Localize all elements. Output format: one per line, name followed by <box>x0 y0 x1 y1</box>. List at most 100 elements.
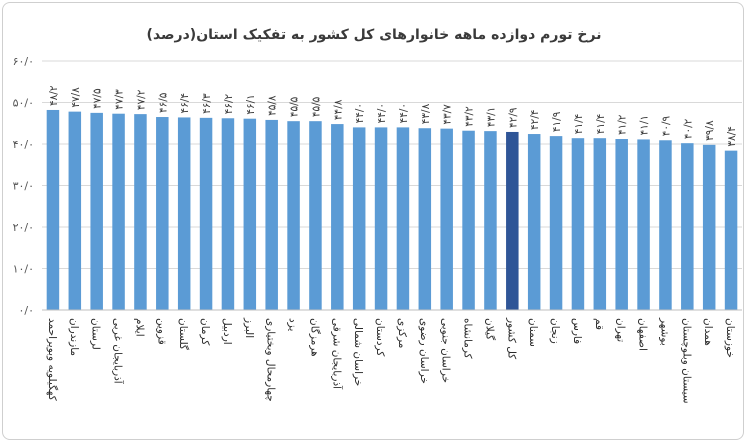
bar <box>90 112 103 310</box>
bar <box>484 131 497 310</box>
y-tick-label: ۶۰/۰ <box>13 55 34 68</box>
x-tick-label: خراسان شمالی <box>352 318 364 386</box>
x-tick-label: همدان <box>702 318 714 346</box>
bar <box>68 111 82 310</box>
x-tick-label: چهارمحال وبختیاری <box>265 318 277 402</box>
x-tick-label: مازندران <box>68 318 80 356</box>
bar <box>156 117 169 311</box>
value-label: ۴۶/۴ <box>179 93 191 113</box>
x-tick-label: کل کشور <box>505 317 517 359</box>
value-label: ۴۸/۲ <box>48 85 60 106</box>
x-tick-label: کرمان <box>199 318 211 345</box>
value-label: ۳۹/۸ <box>704 120 716 141</box>
x-tick-label: سیستان وبلوچستان <box>680 318 692 404</box>
y-tick-label: ۰/۰ <box>18 304 34 317</box>
x-tick-label: اصفهان <box>637 318 649 351</box>
x-tick-label: فارس <box>571 318 583 344</box>
y-tick-label: ۳۰/۰ <box>13 180 34 193</box>
x-tick-label: کرمانشاه <box>462 318 474 359</box>
x-tick-label: گیلان <box>483 318 496 340</box>
x-tick-label: کهگیلویه وبویراحمد <box>46 318 59 401</box>
x-tick-label: خوزستان <box>724 318 736 358</box>
value-label: ۴۶/۳ <box>201 93 213 114</box>
value-label: ۴۷/۵ <box>92 88 104 109</box>
value-label: ۴۵/۵ <box>289 96 301 117</box>
bar <box>243 118 257 310</box>
bar <box>549 136 563 310</box>
bar <box>374 127 388 311</box>
bar <box>396 127 410 311</box>
x-tick-label: زنجان <box>549 318 561 344</box>
x-tick-label: بوشهر <box>658 317 670 346</box>
value-label: ۴۷/۸ <box>70 87 82 108</box>
value-label: ۴۴/۸ <box>332 99 344 120</box>
bar <box>681 143 694 310</box>
y-tick-label: ۱۰/۰ <box>13 263 34 276</box>
value-label: ۴۳/۱ <box>485 107 497 127</box>
value-label: ۴۷/۲ <box>135 89 147 110</box>
x-tick-label: لرستان <box>90 318 102 350</box>
x-tick-label: اردبیل <box>221 318 233 345</box>
bar <box>506 131 519 310</box>
x-tick-label: تهران <box>615 318 627 342</box>
x-tick-label: آذربایجان غربی <box>112 318 125 385</box>
x-tick-label: گلستان <box>177 318 190 350</box>
x-tick-label: قزوین <box>155 318 167 345</box>
x-tick-label: سمنان <box>527 318 539 347</box>
value-label: ۴۶/۲ <box>223 93 235 114</box>
bar <box>287 121 300 310</box>
x-tick-label: هرمزگان <box>308 318 321 357</box>
bar <box>571 138 585 310</box>
x-tick-label: البرز <box>243 317 255 338</box>
bar <box>659 140 672 310</box>
bar <box>331 124 344 310</box>
value-label: ۴۳/۸ <box>420 103 432 124</box>
bar <box>462 130 475 310</box>
value-label: ۴۵/۸ <box>267 95 279 116</box>
value-label: ۴۱/۴ <box>573 114 585 134</box>
bar <box>418 128 432 310</box>
bar <box>221 118 235 311</box>
value-label: ۴۶/۵ <box>157 92 169 113</box>
bar <box>199 117 213 310</box>
bar <box>134 114 147 311</box>
value-label: ۴۲/۹ <box>507 107 519 128</box>
y-tick-label: ۵۰/۰ <box>13 97 34 110</box>
y-tick-label: ۲۰/۰ <box>13 221 34 234</box>
bar <box>112 113 125 310</box>
x-tick-label: قم <box>593 318 605 330</box>
value-label: ۴۴/۰ <box>354 103 366 123</box>
value-label: ۴۳/۲ <box>464 106 476 127</box>
value-label: ۴۶/۱ <box>245 94 257 114</box>
value-label: ۴۴/۰ <box>376 103 388 123</box>
x-tick-label: کردستان <box>374 318 386 356</box>
bar <box>593 138 607 310</box>
value-label: ۴۱/۲ <box>617 114 629 135</box>
bar <box>265 119 278 311</box>
bar <box>724 150 738 310</box>
y-tick-label: ۴۰/۰ <box>13 138 34 151</box>
value-label: ۴۰/۲ <box>682 118 694 139</box>
value-label: ۴۲/۴ <box>529 110 541 130</box>
value-label: ۴۳/۷ <box>442 104 454 125</box>
bar <box>177 117 191 310</box>
x-tick-label: مرکزی <box>396 318 408 348</box>
value-label: ۴۱/۹ <box>551 111 563 132</box>
chart-title: نرخ تورم دوازده ماهه خانوارهای کل کشور ب… <box>146 27 602 43</box>
bar <box>309 121 322 310</box>
bar <box>46 109 60 310</box>
value-label: ۴۱/۱ <box>639 115 651 135</box>
x-tick-label: آذربایجان شرقی <box>330 318 343 390</box>
x-tick-label: ایلام <box>133 318 145 337</box>
value-label: ۴۰/۹ <box>660 115 672 136</box>
value-label: ۴۵/۵ <box>310 96 322 117</box>
bar <box>440 128 453 310</box>
value-label: ۴۴/۰ <box>398 103 410 123</box>
bar <box>615 139 628 310</box>
value-label: ۳۸/۴ <box>726 126 738 146</box>
x-tick-label: خراسان رضوی <box>418 318 430 384</box>
bar <box>637 139 650 310</box>
value-label: ۴۷/۳ <box>114 89 126 110</box>
bar <box>527 134 541 310</box>
